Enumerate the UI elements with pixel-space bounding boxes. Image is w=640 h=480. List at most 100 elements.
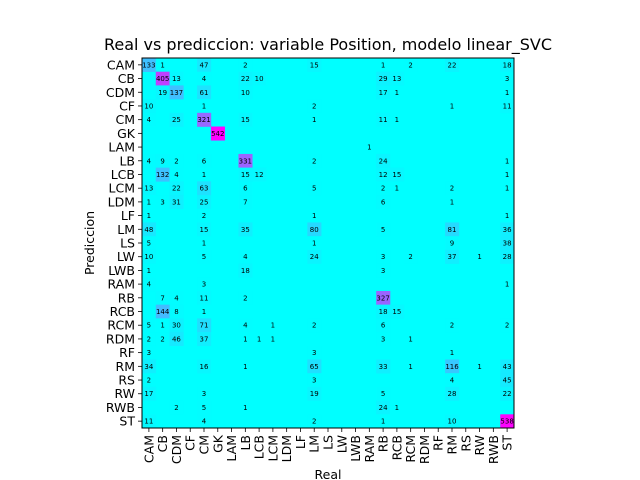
heatmap-cell xyxy=(169,304,184,319)
heatmap-cell xyxy=(390,167,405,182)
cell-value-label: 10 xyxy=(144,102,153,110)
heatmap-cell xyxy=(238,249,253,264)
heatmap-cell xyxy=(155,304,170,319)
cell-value-label: 47 xyxy=(200,61,209,69)
heatmap-cell xyxy=(500,249,515,264)
heatmap-cell xyxy=(142,263,157,278)
y-axis-label: Prediccion xyxy=(82,211,97,275)
heatmap-cell xyxy=(252,167,267,182)
heatmap-cell xyxy=(238,195,253,210)
cell-value-label: 1 xyxy=(450,102,454,110)
cell-value-label: 22 xyxy=(241,75,250,83)
cell-value-label: 22 xyxy=(448,61,457,69)
heatmap-cell xyxy=(376,332,391,347)
heatmap-cell xyxy=(307,58,322,72)
cell-value-label: 1 xyxy=(160,61,164,69)
heatmap-cells xyxy=(142,58,515,429)
heatmap-cell xyxy=(390,85,405,100)
cell-value-label: 35 xyxy=(241,226,250,234)
cell-value-label: 116 xyxy=(445,363,459,371)
heatmap-cell xyxy=(376,112,391,127)
heatmap-cell xyxy=(155,85,170,100)
heatmap-cell xyxy=(169,318,184,333)
heatmap-cell xyxy=(169,181,184,196)
cell-value-label: 6 xyxy=(202,157,207,165)
heatmap-cell xyxy=(169,153,184,168)
x-axis-ticks: CAMCBCDMCFCMGKLAMLBLCBLCMLDMLFLMLSLWLWBR… xyxy=(141,428,515,464)
cell-value-label: 1 xyxy=(367,144,371,152)
heatmap-cell xyxy=(445,236,460,251)
heatmap-cell xyxy=(307,359,322,374)
cell-value-label: 15 xyxy=(392,308,401,316)
heatmap-cell xyxy=(197,85,212,100)
cell-value-label: 10 xyxy=(448,418,457,426)
y-tick-label: CDM xyxy=(106,85,135,100)
y-tick-label: LCM xyxy=(109,181,135,196)
heatmap-cell xyxy=(376,85,391,100)
y-tick-label: ST xyxy=(119,414,135,429)
cell-value-label: 34 xyxy=(144,363,153,371)
y-tick-label: CF xyxy=(119,98,135,113)
heatmap-cell xyxy=(210,126,225,141)
heatmap-cell xyxy=(500,277,515,292)
cell-value-label: 3 xyxy=(312,377,316,385)
heatmap-cell xyxy=(376,263,391,278)
heatmap-cell xyxy=(445,345,460,360)
cell-value-label: 11 xyxy=(200,294,209,302)
heatmap-cell xyxy=(197,277,212,292)
heatmap-cell xyxy=(390,71,405,86)
cell-value-label: 2 xyxy=(243,294,247,302)
cell-value-label: 38 xyxy=(503,240,512,248)
cell-value-label: 327 xyxy=(376,294,389,302)
cell-value-label: 4 xyxy=(243,322,248,330)
x-tick-label: LF xyxy=(293,435,308,449)
cell-value-label: 81 xyxy=(448,226,457,234)
cell-value-label: 15 xyxy=(392,171,401,179)
cell-value-label: 1 xyxy=(505,281,509,289)
heatmap-cell xyxy=(500,85,515,100)
cell-value-label: 1 xyxy=(271,335,275,343)
cell-value-label: 3 xyxy=(381,335,385,343)
cell-value-label: 15 xyxy=(241,116,250,124)
cell-value-label: 10 xyxy=(144,253,153,261)
heatmap-cell xyxy=(238,263,253,278)
cell-value-label: 1 xyxy=(202,171,206,179)
heatmap-cell xyxy=(307,112,322,127)
cell-value-label: 542 xyxy=(211,130,224,138)
heatmap-cell xyxy=(197,153,212,168)
x-tick-label: CAM xyxy=(141,435,156,463)
heatmap-cell xyxy=(266,332,281,347)
cell-value-label: 1 xyxy=(160,322,164,330)
cell-value-label: 1 xyxy=(395,89,399,97)
cell-value-label: 12 xyxy=(255,171,264,179)
heatmap-cell xyxy=(142,153,157,168)
heatmap-cell xyxy=(155,290,170,305)
x-tick-label: LS xyxy=(321,435,336,450)
cell-value-label: 4 xyxy=(174,294,179,302)
x-tick-label: RB xyxy=(376,435,391,452)
heatmap-cell xyxy=(142,386,157,401)
x-tick-label: RDM xyxy=(417,435,432,464)
cell-value-label: 19 xyxy=(310,390,319,398)
heatmap-cell xyxy=(390,181,405,196)
heatmap-cell xyxy=(238,153,253,168)
x-tick-label: LB xyxy=(238,435,253,451)
cell-value-label: 65 xyxy=(310,363,319,371)
heatmap-cell xyxy=(307,373,322,388)
heatmap-cell xyxy=(376,249,391,264)
x-tick-label: ST xyxy=(500,435,515,451)
cell-value-label: 48 xyxy=(144,226,153,234)
cell-value-label: 5 xyxy=(381,226,385,234)
heatmap-cell xyxy=(142,249,157,264)
cell-value-label: 1 xyxy=(408,363,412,371)
cell-value-label: 1 xyxy=(505,157,509,165)
heatmap-cell xyxy=(238,359,253,374)
cell-value-label: 2 xyxy=(505,322,509,330)
heatmap-cell xyxy=(307,222,322,237)
heatmap-cell xyxy=(142,277,157,292)
y-tick-label: LB xyxy=(119,153,135,168)
heatmap-cell xyxy=(376,414,391,429)
cell-value-label: 538 xyxy=(500,418,513,426)
heatmap-cell xyxy=(142,181,157,196)
